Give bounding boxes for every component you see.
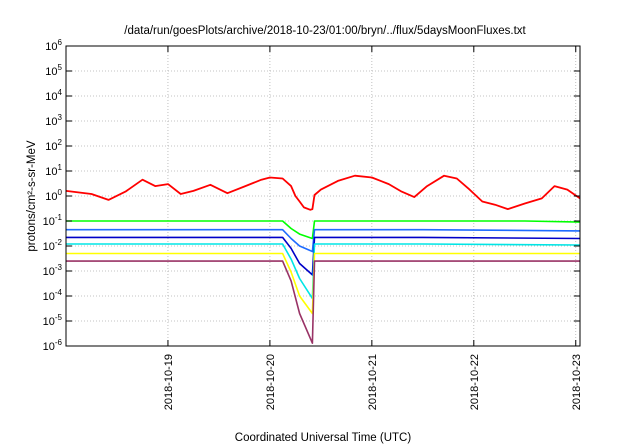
y-tick-label: 102 — [45, 138, 62, 153]
y-tick-label: 104 — [45, 88, 62, 103]
tick-layer: 10-6 10-5 10-4 10-3 10-2 10-1 100 101 102 103 104 1… — [43, 38, 583, 410]
y-tick-label: 103 — [45, 113, 62, 128]
series-layer — [65, 174, 581, 344]
y-tick-label: 10-6 — [43, 338, 63, 353]
grid — [66, 46, 580, 346]
chart-title: /data/run/goesPlots/archive/2018-10-23/0… — [124, 25, 526, 37]
y-tick-label: 10-5 — [43, 313, 63, 328]
y-tick-label: 106 — [45, 38, 62, 53]
series-line-4 — [66, 236, 581, 276]
y-tick-label: 100 — [45, 188, 62, 203]
y-tick-label: 10-2 — [43, 238, 63, 253]
x-tick-label: 2018-10-23 — [571, 354, 583, 410]
y-axis-label: protons/cm²-s-sr-MeV — [26, 140, 38, 252]
x-tick-label: 2018-10-21 — [367, 354, 379, 410]
x-tick-label: 2018-10-20 — [265, 354, 277, 410]
x-axis-label: Coordinated Universal Time (UTC) — [235, 432, 412, 444]
y-tick-label: 105 — [45, 63, 62, 78]
y-tick-label: 10-4 — [43, 288, 63, 303]
series-line-6 — [66, 252, 580, 315]
series-line-5 — [66, 243, 581, 300]
series-line-1 — [65, 174, 581, 211]
y-tick-label: 10-3 — [43, 263, 63, 278]
y-tick-label: 101 — [45, 163, 62, 178]
x-tick-label: 2018-10-22 — [469, 354, 481, 410]
plot-frame — [65, 45, 581, 347]
y-axis-label-text: protons/cm²-s-sr-MeV — [26, 140, 38, 252]
series-line-7 — [66, 260, 580, 344]
series-line-3 — [66, 228, 581, 253]
y-tick-label: 10-1 — [43, 213, 63, 228]
x-tick-label: 2018-10-19 — [163, 354, 175, 410]
series-line-2 — [66, 220, 581, 240]
